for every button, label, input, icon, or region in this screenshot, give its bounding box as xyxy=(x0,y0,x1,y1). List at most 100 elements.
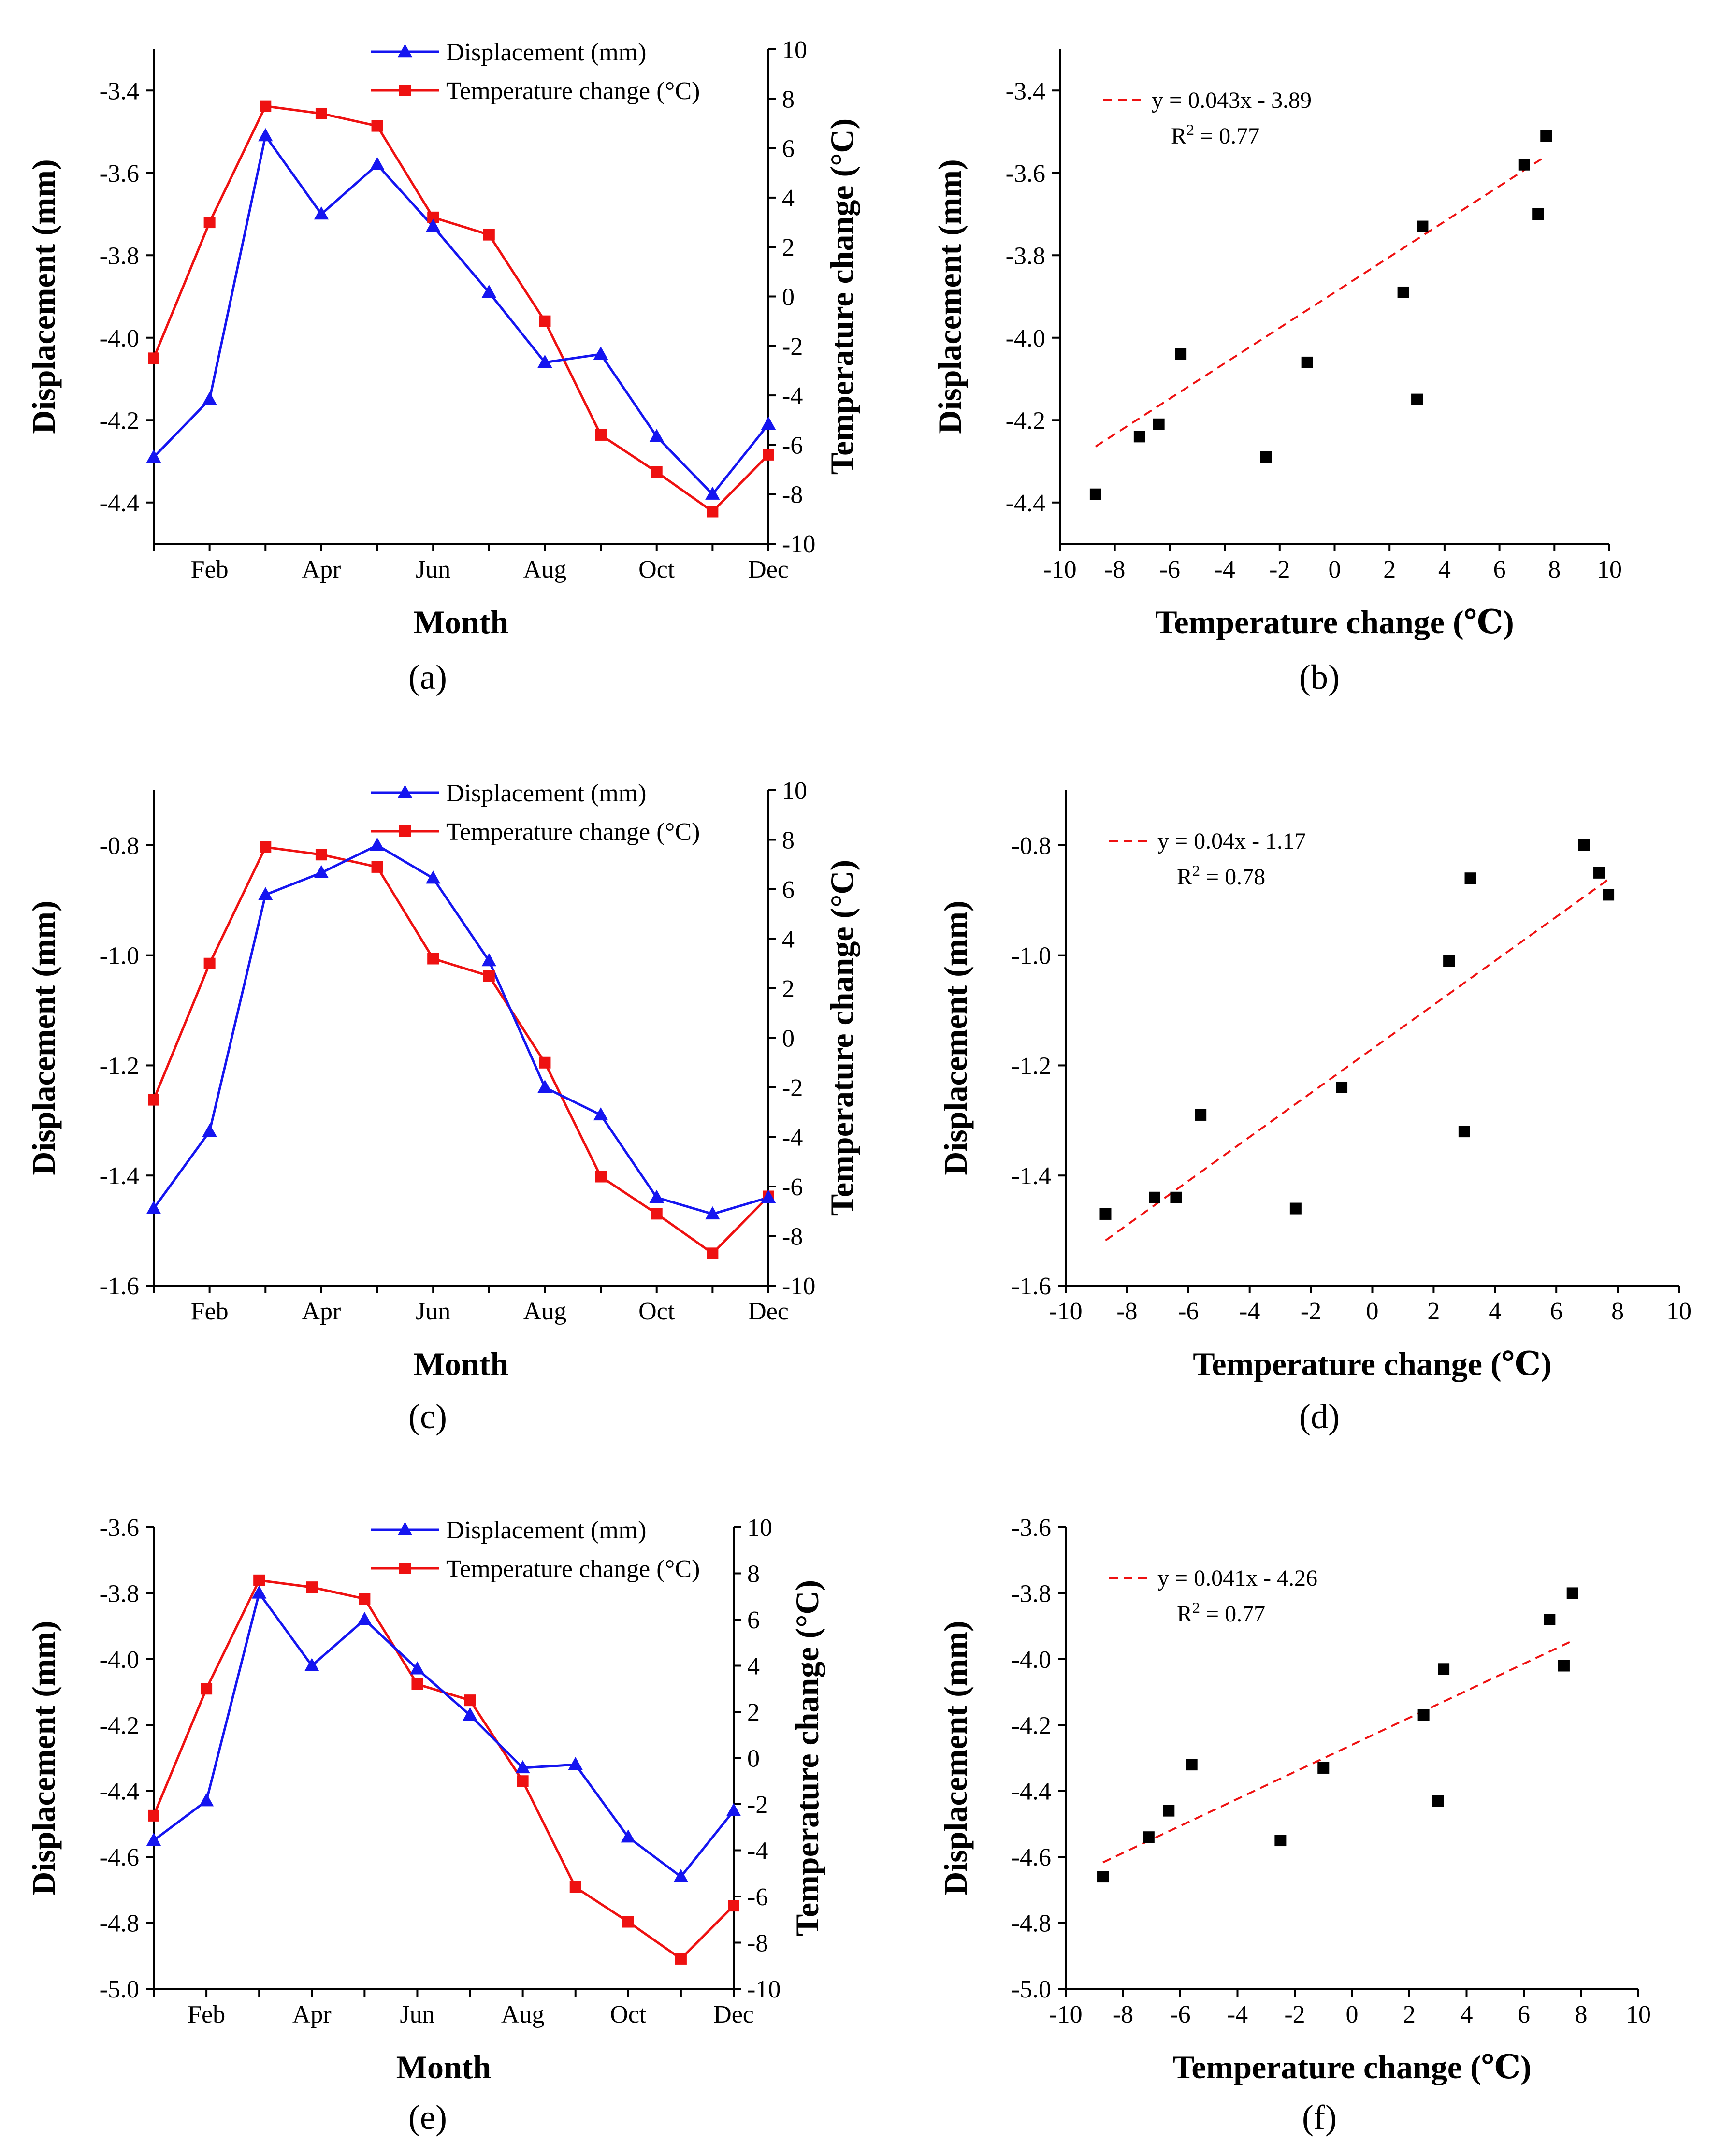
temperature-point xyxy=(260,100,272,112)
x-axis-title: Month xyxy=(414,1346,508,1382)
x-tick-label: Aug xyxy=(523,1298,567,1325)
y-tick-label: -4.6 xyxy=(100,1844,139,1871)
x-tick-label: Dec xyxy=(748,556,789,583)
y-axis-title: Displacement (mm) xyxy=(937,1621,974,1895)
temperature-series-line xyxy=(152,1579,735,1961)
legend-temperature-label: Temperature change (°C) xyxy=(446,77,700,105)
y-tick-label: -4.8 xyxy=(1012,1910,1051,1938)
r-squared-prefix: R xyxy=(1177,864,1192,890)
temperature-point xyxy=(371,120,383,132)
displacement-point xyxy=(593,1107,608,1121)
temperature-point xyxy=(201,1683,213,1695)
y2-tick-label: 2 xyxy=(782,234,795,261)
x-axis-title: Month xyxy=(414,604,508,640)
x-tick-label: Dec xyxy=(748,1298,789,1325)
scatter-point xyxy=(1317,1762,1330,1774)
x-tick-label: -6 xyxy=(1170,2001,1190,2028)
y2-tick-label: -2 xyxy=(782,333,803,361)
y2-tick-label: 10 xyxy=(782,777,807,805)
r-squared: R2 = 0.77 xyxy=(1171,121,1259,149)
y-tick-label: -4.4 xyxy=(100,1778,139,1806)
x-tick-label: Feb xyxy=(191,1298,229,1325)
y-tick-label: -3.4 xyxy=(100,77,139,105)
displacement-point xyxy=(761,1189,776,1203)
r-squared-superscript: 2 xyxy=(1186,121,1194,138)
y-tick-label: -4.0 xyxy=(1006,325,1045,352)
y-tick-label: -3.8 xyxy=(1006,242,1045,270)
temperature-point xyxy=(651,466,663,478)
y-tick-label: -5.0 xyxy=(100,1976,139,2003)
y-tick-label: -4.6 xyxy=(1012,1844,1051,1871)
scatter-point xyxy=(1458,1126,1470,1138)
y-tick-label: -4.2 xyxy=(1006,407,1045,434)
x-tick-label: Feb xyxy=(191,556,229,583)
scatter-point xyxy=(1464,872,1476,884)
y2-axis-title: Temperature change (°C) xyxy=(824,860,860,1216)
y-tick-label: -4.2 xyxy=(1012,1712,1051,1739)
displacement-point xyxy=(726,1803,741,1816)
x-tick-label: 8 xyxy=(1611,1298,1624,1325)
scatter-point xyxy=(1397,286,1409,298)
y2-tick-label: 4 xyxy=(782,185,795,212)
temperature-point xyxy=(411,1678,423,1690)
scatter-point xyxy=(1289,1202,1302,1215)
y2-tick-label: -8 xyxy=(782,1223,803,1251)
y-tick-label: -1.6 xyxy=(100,1273,139,1300)
scatter-point xyxy=(1097,1871,1109,1883)
panel-d: (d) -0.8 -1.0 -1.2 -1.4 -1.6 Displacement (mm)… xyxy=(937,790,1692,1436)
y-tick-label: -3.4 xyxy=(1006,77,1045,105)
scatter-point xyxy=(1260,451,1272,463)
r-squared-value: = 0.78 xyxy=(1200,864,1265,890)
scatter-point xyxy=(1544,1614,1556,1625)
displacement-point xyxy=(146,449,161,463)
displacement-series-line xyxy=(153,1590,735,1879)
x-tick-label: Feb xyxy=(188,2001,225,2028)
x-tick-label: Apr xyxy=(302,1298,341,1325)
x-tick-label: 4 xyxy=(1438,556,1451,583)
y2-tick-label: 4 xyxy=(782,926,795,954)
panel-e: (e) -3.6 -3.8 -4.0 -4.2 -4.4 -4.6 -4.8 -5.0 Displ… xyxy=(25,1514,825,2137)
y2-tick-label: -10 xyxy=(747,1976,781,2003)
y2-tick-label: -8 xyxy=(747,1930,768,1957)
x-tick-label: 8 xyxy=(1575,2001,1588,2028)
displacement-point xyxy=(593,346,608,360)
y2-tick-label: 6 xyxy=(747,1606,760,1634)
temperature-point xyxy=(315,107,327,119)
temperature-point xyxy=(148,1094,159,1106)
temperature-point xyxy=(651,1208,663,1220)
x-tick-label: 2 xyxy=(1383,556,1396,583)
y-tick-label: -1.4 xyxy=(100,1162,139,1190)
y2-tick-label: 0 xyxy=(782,284,795,311)
displacement-point xyxy=(621,1829,636,1843)
y2-tick-label: -4 xyxy=(782,382,803,410)
y-tick-label: -3.6 xyxy=(100,160,139,188)
x-tick-label: 6 xyxy=(1493,556,1506,583)
x-tick-label: 10 xyxy=(1626,2001,1651,2028)
displacement-point xyxy=(251,1585,267,1599)
temperature-point xyxy=(595,429,607,441)
y-tick-label: -4.4 xyxy=(1006,490,1045,517)
y-tick-label: -5.0 xyxy=(1012,1976,1051,2003)
y-tick-label: -1.6 xyxy=(1012,1273,1051,1300)
displacement-point xyxy=(199,1793,214,1807)
y2-tick-label: 2 xyxy=(747,1699,760,1726)
y2-tick-label: 10 xyxy=(782,36,807,64)
x-tick-label: -4 xyxy=(1214,556,1235,583)
x-tick-label: -4 xyxy=(1227,2001,1248,2028)
panel-label: (e) xyxy=(408,2098,447,2137)
y-axis-title: Displacement (mm) xyxy=(931,159,968,434)
x-tick-label: Oct xyxy=(638,1298,675,1325)
scatter-point xyxy=(1301,356,1313,368)
displacement-point xyxy=(761,416,776,430)
x-tick-label: 10 xyxy=(1666,1298,1692,1325)
y-tick-label: -3.6 xyxy=(1012,1514,1051,1542)
y-tick-label: -4.2 xyxy=(100,407,139,434)
y-tick-label: -3.8 xyxy=(100,242,139,270)
legend-temperature-marker xyxy=(399,1563,411,1574)
displacement-point xyxy=(568,1757,583,1770)
x-tick-label: 4 xyxy=(1461,2001,1473,2028)
temperature-series-line xyxy=(152,104,769,513)
displacement-point xyxy=(410,1661,425,1675)
temperature-point xyxy=(359,1593,371,1605)
displacement-point xyxy=(515,1760,530,1774)
